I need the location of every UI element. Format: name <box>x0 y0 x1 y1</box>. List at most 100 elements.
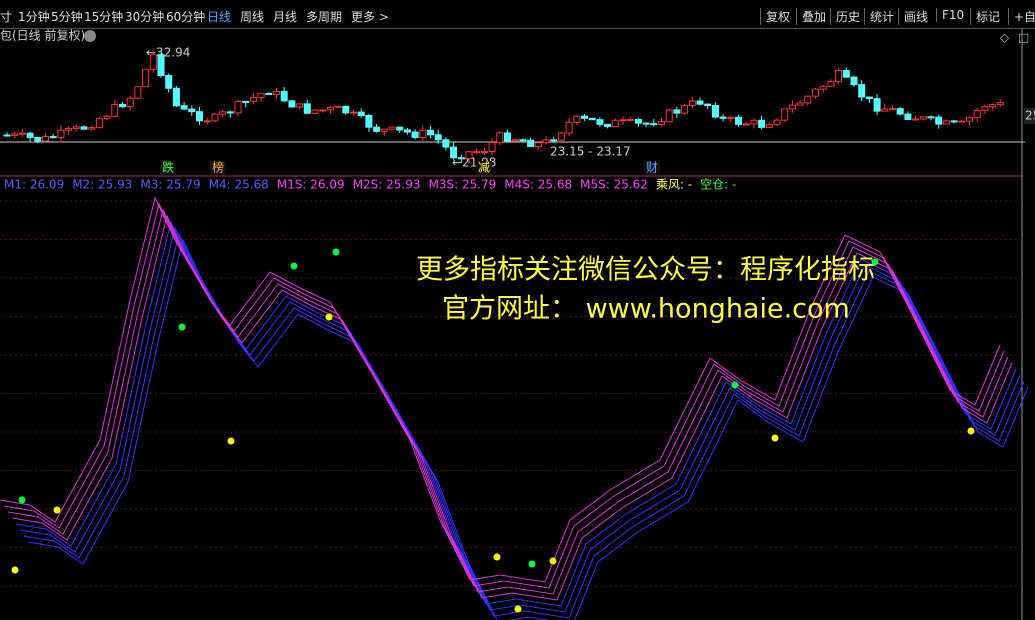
candle-body <box>581 115 588 119</box>
close-icon[interactable]: □ <box>1018 31 1029 45</box>
candle-body <box>357 111 365 116</box>
event-marker[interactable] <box>644 161 660 175</box>
candle-body <box>950 120 958 123</box>
candle-body <box>981 106 989 111</box>
signal-dot <box>967 427 975 435</box>
expand-icon[interactable]: ◇ <box>1000 31 1010 45</box>
signal-dot <box>290 262 298 270</box>
candle-body <box>496 132 504 144</box>
candle-body <box>80 126 88 130</box>
candle-body <box>989 104 997 108</box>
tool-button[interactable]: F10 <box>936 8 964 22</box>
candle-body <box>704 103 712 107</box>
event-marker[interactable] <box>476 161 492 175</box>
tool-button[interactable]: 画线 <box>898 8 928 25</box>
candle-body <box>758 119 766 128</box>
indicator-line <box>27 238 1029 620</box>
candle-body <box>927 116 935 119</box>
indicator-line <box>19 226 1021 613</box>
period-tab[interactable]: 周线 <box>240 10 265 24</box>
candle-body <box>280 90 288 102</box>
signal-dot <box>731 381 739 389</box>
candle-body <box>319 109 327 112</box>
candle-body <box>211 113 219 122</box>
chart-title: 包(日线 前复权) <box>0 28 85 43</box>
candle-body <box>473 151 481 154</box>
indicator-line <box>3 202 1005 589</box>
event-marker-label[interactable]: 减 <box>478 161 490 175</box>
candle-body <box>396 126 404 131</box>
candle-body <box>627 118 635 121</box>
candle-body <box>996 102 1004 106</box>
toolbar: 寸 1分钟 5分钟 15分钟 30分钟 60分钟 日线 周线 月线 多周期 更多 > 复权 叠加 历史 统计… <box>0 0 1035 29</box>
candle-body <box>380 128 388 132</box>
tool-button[interactable]: 标记 <box>970 8 1000 25</box>
cut-tab[interactable]: 寸 <box>0 10 13 24</box>
signal-dot <box>514 605 522 613</box>
signal-dot <box>528 560 536 568</box>
indicator-value: M5S: 25.62 <box>580 178 648 192</box>
period-tab[interactable]: 5分钟 <box>51 10 83 24</box>
candle-body <box>180 105 188 110</box>
candle-body <box>111 103 119 117</box>
event-marker-label[interactable]: 财 <box>646 161 658 175</box>
tool-button[interactable]: 叠加 <box>796 8 826 25</box>
candle-body <box>134 86 142 99</box>
candle-body <box>796 102 804 106</box>
tool-button[interactable]: 复权 <box>760 8 790 25</box>
signal-dot <box>771 434 779 442</box>
watermark-line: 官方网址： www.honghaie.com <box>442 294 850 325</box>
tool-button[interactable]: 统计 <box>864 8 894 25</box>
candle-body <box>88 127 96 130</box>
candle-body <box>49 136 57 139</box>
candle-body <box>365 114 373 128</box>
indicator-line <box>11 214 1013 601</box>
candle-body <box>681 104 689 114</box>
candle-body <box>804 95 812 104</box>
tool-button[interactable]: +自选 <box>1008 8 1035 25</box>
candle-body <box>842 70 850 78</box>
candle-body <box>334 105 342 108</box>
period-tab[interactable]: 1分钟 <box>18 10 50 24</box>
candle-body <box>650 123 658 126</box>
signal-dot <box>178 323 186 331</box>
period-tab[interactable]: 多周期 <box>306 10 343 24</box>
candle-body <box>858 84 866 98</box>
candle-body <box>26 132 34 138</box>
candle-body <box>942 120 950 125</box>
indicator-line <box>7 208 1009 595</box>
period-tab[interactable]: 月线 <box>273 10 298 24</box>
event-marker[interactable] <box>160 161 176 175</box>
candle-body <box>534 142 542 147</box>
candle-body <box>912 118 920 121</box>
candle-body <box>735 116 742 125</box>
candle-body <box>765 124 773 128</box>
signal-dot <box>227 437 235 445</box>
candle-body <box>658 121 665 125</box>
candle-body <box>303 103 311 114</box>
candle-body <box>742 123 750 126</box>
candle-body <box>326 106 334 111</box>
tool-button[interactable]: 历史 <box>830 8 860 25</box>
signal-dot <box>549 557 557 565</box>
dropdown-icon[interactable] <box>84 30 96 42</box>
period-tab[interactable]: 60分钟 <box>166 10 206 24</box>
event-marker-label[interactable]: 榜 <box>212 160 224 175</box>
period-tab[interactable]: 更多 > <box>351 10 389 24</box>
candle-body <box>196 111 203 122</box>
candle-body <box>511 139 519 142</box>
candle-body <box>819 85 827 90</box>
indicator-value: M3S: 25.79 <box>428 178 496 192</box>
candle-body <box>103 115 111 120</box>
period-tab[interactable]: 15分钟 <box>84 10 124 24</box>
candle-body <box>373 126 381 132</box>
event-marker-label[interactable]: 跌 <box>162 160 174 175</box>
period-tab[interactable]: 30分钟 <box>125 10 165 24</box>
candle-body <box>719 116 727 119</box>
event-marker[interactable] <box>210 161 226 175</box>
period-tab[interactable]: 日线 <box>207 10 232 24</box>
candle-body <box>873 98 881 112</box>
candle-body <box>342 105 350 114</box>
candle-body <box>557 132 565 141</box>
candle-body <box>95 118 103 129</box>
